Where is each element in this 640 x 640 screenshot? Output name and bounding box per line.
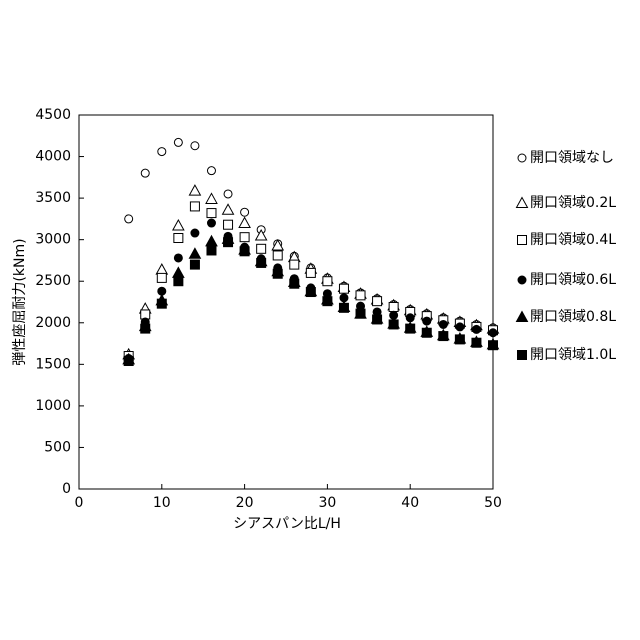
data-point	[339, 284, 348, 293]
x-tick-label: 40	[401, 495, 419, 511]
data-point	[456, 323, 464, 331]
data-point	[389, 320, 398, 329]
data-point	[224, 238, 233, 247]
data-point	[173, 267, 184, 277]
y-tick-label: 3000	[35, 232, 71, 248]
y-tick-label: 4500	[35, 107, 71, 123]
data-point	[339, 303, 348, 312]
x-tick-label: 50	[484, 495, 502, 511]
data-point	[257, 244, 266, 253]
data-point	[323, 297, 332, 306]
data-point	[206, 236, 217, 246]
data-point	[206, 193, 217, 203]
x-tick-label: 30	[318, 495, 336, 511]
y-tick-label: 4000	[35, 149, 71, 165]
legend-marker	[518, 154, 526, 162]
data-point	[223, 204, 234, 214]
plot-frame	[79, 115, 493, 489]
data-point	[472, 325, 480, 333]
data-point	[406, 314, 414, 322]
data-point	[174, 277, 183, 286]
data-point	[224, 190, 232, 198]
data-point	[472, 338, 481, 347]
legend-marker	[517, 198, 528, 208]
y-tick-label: 2500	[35, 273, 71, 289]
y-tick-label: 500	[44, 439, 71, 455]
y-tick-label: 2000	[35, 315, 71, 331]
x-axis-label: シアスパン比L/H	[233, 516, 341, 532]
data-point	[356, 309, 365, 318]
data-point	[489, 329, 497, 337]
data-point	[156, 264, 167, 274]
legend-label: 開口領域0.6L	[530, 271, 616, 288]
legend-marker	[518, 351, 527, 360]
data-point	[207, 246, 216, 255]
data-point	[356, 291, 365, 300]
y-tick-label: 3500	[35, 190, 71, 206]
chart: シアスパン比L/H 弾性座屈耐力(kNm) 010203040500500100…	[0, 0, 640, 640]
data-point	[191, 229, 199, 237]
data-point	[439, 332, 448, 341]
data-point	[373, 315, 382, 324]
data-point	[157, 273, 166, 282]
data-point	[207, 167, 215, 175]
data-point	[191, 142, 199, 150]
data-point	[257, 258, 266, 267]
x-tick-label: 10	[153, 495, 171, 511]
data-point	[273, 251, 282, 260]
legend-label: 開口領域0.4L	[530, 231, 616, 248]
data-point	[207, 209, 216, 218]
data-point	[141, 324, 150, 333]
data-point	[190, 202, 199, 211]
data-point	[174, 138, 182, 146]
data-point	[124, 357, 133, 366]
data-point	[439, 320, 447, 328]
data-point	[422, 328, 431, 337]
legend-label: 開口領域1.0L	[530, 346, 616, 363]
data-point	[489, 341, 498, 350]
legend-marker	[517, 312, 528, 322]
data-point	[373, 297, 382, 306]
y-axis-label: 弾性座屈耐力(kNm)	[12, 238, 28, 365]
data-point	[406, 324, 415, 333]
data-point	[323, 277, 332, 286]
legend-label: 開口領域0.8L	[530, 308, 616, 325]
data-point	[157, 299, 166, 308]
data-point	[290, 260, 299, 269]
data-point	[174, 234, 183, 243]
data-point	[190, 260, 199, 269]
legend-label: 開口領域なし	[530, 149, 614, 166]
data-point	[240, 247, 249, 256]
data-point	[224, 220, 233, 229]
data-point	[240, 233, 249, 242]
y-tick-label: 1000	[35, 398, 71, 414]
data-point	[189, 248, 200, 258]
data-point	[239, 218, 250, 228]
legend-label: 開口領域0.2L	[530, 194, 616, 211]
data-point	[173, 220, 184, 230]
x-tick-label: 0	[75, 495, 84, 511]
data-point	[174, 254, 182, 262]
data-point	[141, 169, 149, 177]
page: シアスパン比L/H 弾性座屈耐力(kNm) 010203040500500100…	[0, 0, 640, 640]
data-point	[306, 268, 315, 277]
data-point	[455, 335, 464, 344]
data-point	[290, 279, 299, 288]
data-point	[207, 219, 215, 227]
data-point	[189, 185, 200, 195]
y-tick-label: 1500	[35, 356, 71, 372]
data-point	[158, 148, 166, 156]
data-point	[273, 269, 282, 278]
x-tick-label: 20	[236, 495, 254, 511]
y-tick-label: 0	[62, 481, 71, 497]
legend-marker	[518, 236, 527, 245]
data-point	[423, 317, 431, 325]
legend-marker	[518, 276, 526, 284]
data-point	[389, 302, 398, 311]
data-point	[125, 215, 133, 223]
data-point	[306, 288, 315, 297]
data-point	[241, 208, 249, 216]
